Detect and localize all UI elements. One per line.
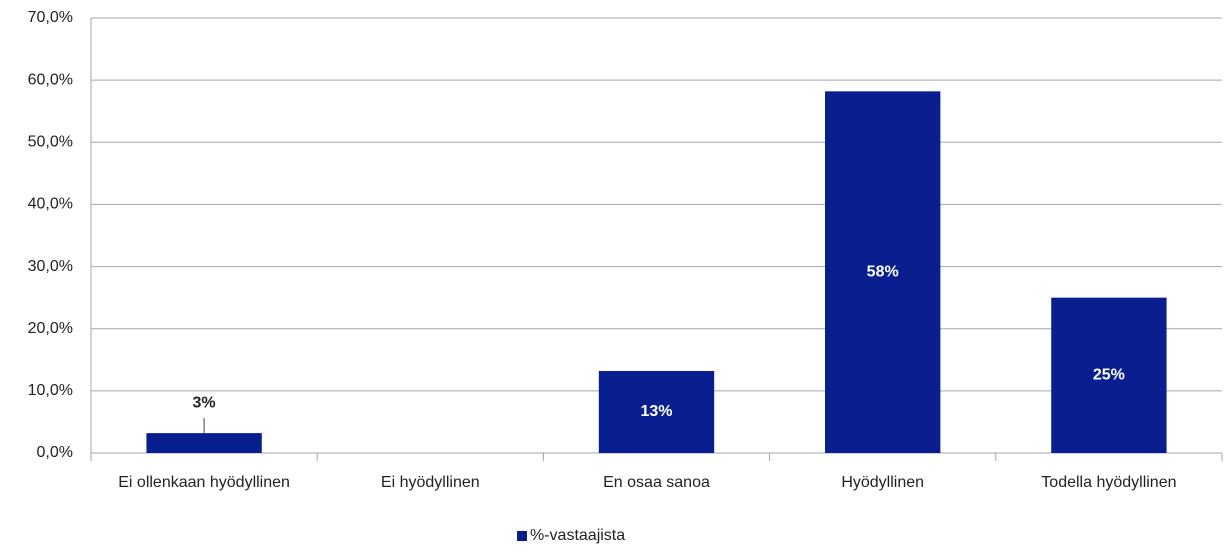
- legend-label: %-vastaajista: [530, 527, 625, 544]
- data-label: 58%: [867, 263, 899, 280]
- legend-swatch: [517, 531, 527, 541]
- bar: [825, 91, 941, 453]
- bar: [598, 370, 715, 453]
- x-tick-label: Hyödyllinen: [841, 474, 924, 491]
- y-tick-label: 60,0%: [28, 71, 73, 88]
- y-tick-label: 20,0%: [28, 320, 73, 337]
- x-tick-label: Ei hyödyllinen: [381, 474, 480, 491]
- y-tick-label: 40,0%: [28, 196, 73, 213]
- y-tick-label: 70,0%: [28, 9, 73, 26]
- bar: [146, 433, 262, 453]
- y-tick-label: 10,0%: [28, 382, 73, 399]
- x-tick-label: Ei ollenkaan hyödyllinen: [118, 474, 290, 491]
- y-tick-label: 30,0%: [28, 258, 73, 275]
- data-label: 25%: [1093, 367, 1125, 384]
- data-label: 3%: [193, 394, 216, 411]
- data-label: 13%: [640, 403, 672, 420]
- x-tick-label: En osaa sanoa: [603, 474, 710, 491]
- y-tick-label: 50,0%: [28, 134, 73, 151]
- y-tick-label: 0,0%: [37, 444, 73, 461]
- bar: [1051, 297, 1167, 453]
- x-tick-label: Todella hyödyllinen: [1041, 474, 1176, 491]
